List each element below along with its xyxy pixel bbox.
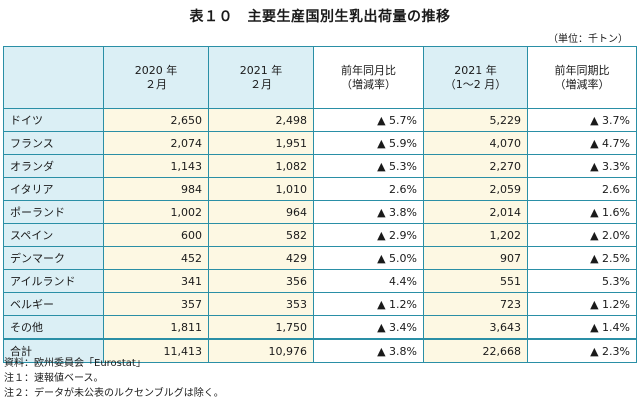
table-row: フランス 2,074 1,951 ▲ 5.9% 4,070 ▲ 4.7% (3, 131, 637, 155)
value-2021-cell: 582 (208, 223, 314, 247)
header-row: 2020 年 ２月 2021 年 ２月 前年同月比 （増減率） 2021 年 （… (3, 46, 637, 109)
country-cell: スペイン (3, 223, 104, 247)
country-cell: 合計 (3, 338, 104, 363)
yoy-cell: ▲ 5.7% (313, 108, 424, 132)
cumulative-pct-cell: 2.6% (527, 177, 637, 201)
value-2020-cell: 984 (103, 177, 209, 201)
cumulative-pct-cell: ▲ 2.0% (527, 223, 637, 247)
country-cell: デンマーク (3, 246, 104, 270)
cumulative-pct-cell: ▲ 1.2% (527, 292, 637, 316)
header-country (3, 46, 104, 109)
cumulative-pct-cell: 5.3% (527, 269, 637, 293)
table-row: オランダ 1,143 1,082 ▲ 5.3% 2,270 ▲ 3.3% (3, 154, 637, 178)
table-row: デンマーク 452 429 ▲ 5.0% 907 ▲ 2.5% (3, 246, 637, 270)
country-cell: フランス (3, 131, 104, 155)
value-2021-cell: 429 (208, 246, 314, 270)
cumulative-pct-cell: ▲ 4.7% (527, 131, 637, 155)
value-2021-cell: 1,951 (208, 131, 314, 155)
country-cell: ベルギー (3, 292, 104, 316)
yoy-cell: ▲ 1.2% (313, 292, 424, 316)
country-cell: その他 (3, 315, 104, 340)
unit-label: （単位：千トン） (548, 34, 628, 45)
cumulative-pct-cell: ▲ 2.3% (527, 338, 637, 363)
yoy-cell: 2.6% (313, 177, 424, 201)
value-2020-cell: 452 (103, 246, 209, 270)
value-2021-cell: 353 (208, 292, 314, 316)
cumulative-cell: 2,270 (423, 154, 528, 178)
header-2021-cum: 2021 年 （1～2 月） (423, 46, 528, 109)
cumulative-pct-cell: ▲ 1.6% (527, 200, 637, 224)
cumulative-cell: 3,643 (423, 315, 528, 340)
cumulative-cell: 4,070 (423, 131, 528, 155)
cumulative-pct-cell: ▲ 3.3% (527, 154, 637, 178)
header-yoy: 前年同月比 （増減率） (313, 46, 424, 109)
table-row: ベルギー 357 353 ▲ 1.2% 723 ▲ 1.2% (3, 292, 637, 316)
value-2020-cell: 2,074 (103, 131, 209, 155)
value-2020-cell: 1,143 (103, 154, 209, 178)
value-2020-cell: 341 (103, 269, 209, 293)
cumulative-pct-cell: ▲ 1.4% (527, 315, 637, 340)
cumulative-cell: 1,202 (423, 223, 528, 247)
note-1: 注１：速報値ベース。 (4, 373, 104, 384)
cumulative-cell: 2,014 (423, 200, 528, 224)
cumulative-cell: 22,668 (423, 338, 528, 363)
value-2021-cell: 10,976 (208, 338, 314, 363)
yoy-cell: ▲ 3.8% (313, 200, 424, 224)
cumulative-cell: 5,229 (423, 108, 528, 132)
value-2020-cell: 2,650 (103, 108, 209, 132)
value-2021-cell: 1,082 (208, 154, 314, 178)
value-2020-cell: 11,413 (103, 338, 209, 363)
country-cell: アイルランド (3, 269, 104, 293)
note-source: 資料：欧州委員会「Eurostat」 (4, 358, 146, 369)
yoy-cell: ▲ 2.9% (313, 223, 424, 247)
header-2021-feb: 2021 年 ２月 (208, 46, 314, 109)
yoy-cell: ▲ 5.9% (313, 131, 424, 155)
country-cell: ポーランド (3, 200, 104, 224)
cumulative-pct-cell: ▲ 2.5% (527, 246, 637, 270)
value-2021-cell: 2,498 (208, 108, 314, 132)
cumulative-pct-cell: ▲ 3.7% (527, 108, 637, 132)
country-cell: ドイツ (3, 108, 104, 132)
country-cell: オランダ (3, 154, 104, 178)
value-2021-cell: 356 (208, 269, 314, 293)
table-row: ドイツ 2,650 2,498 ▲ 5.7% 5,229 ▲ 3.7% (3, 108, 637, 132)
table-title: 表１０ 主要生産国別生乳出荷量の推移 (189, 9, 451, 25)
table-row: イタリア 984 1,010 2.6% 2,059 2.6% (3, 177, 637, 201)
value-2020-cell: 1,002 (103, 200, 209, 224)
value-2021-cell: 964 (208, 200, 314, 224)
header-cum-pct: 前年同期比 （増減率） (527, 46, 637, 109)
yoy-cell: ▲ 3.4% (313, 315, 424, 340)
table-row: スペイン 600 582 ▲ 2.9% 1,202 ▲ 2.0% (3, 223, 637, 247)
yoy-cell: ▲ 5.0% (313, 246, 424, 270)
table-row: その他 1,811 1,750 ▲ 3.4% 3,643 ▲ 1.4% (3, 315, 637, 340)
value-2020-cell: 1,811 (103, 315, 209, 340)
country-cell: イタリア (3, 177, 104, 201)
table-row: アイルランド 341 356 4.4% 551 5.3% (3, 269, 637, 293)
value-2021-cell: 1,010 (208, 177, 314, 201)
milk-shipment-table: 2020 年 ２月 2021 年 ２月 前年同月比 （増減率） 2021 年 （… (3, 46, 637, 363)
table-row: 合計 11,413 10,976 ▲ 3.8% 22,668 ▲ 2.3% (3, 338, 637, 363)
value-2021-cell: 1,750 (208, 315, 314, 340)
cumulative-cell: 2,059 (423, 177, 528, 201)
note-2: 注２：データが未公表のルクセンブルグは除く。 (4, 388, 224, 399)
yoy-cell: ▲ 5.3% (313, 154, 424, 178)
cumulative-cell: 723 (423, 292, 528, 316)
yoy-cell: ▲ 3.8% (313, 338, 424, 363)
cumulative-cell: 907 (423, 246, 528, 270)
value-2020-cell: 357 (103, 292, 209, 316)
header-2020-feb: 2020 年 ２月 (103, 46, 209, 109)
notes: 資料：欧州委員会「Eurostat」 注１：速報値ベース。 注２：データが未公表… (4, 356, 224, 401)
cumulative-cell: 551 (423, 269, 528, 293)
yoy-cell: 4.4% (313, 269, 424, 293)
table-row: ポーランド 1,002 964 ▲ 3.8% 2,014 ▲ 1.6% (3, 200, 637, 224)
value-2020-cell: 600 (103, 223, 209, 247)
